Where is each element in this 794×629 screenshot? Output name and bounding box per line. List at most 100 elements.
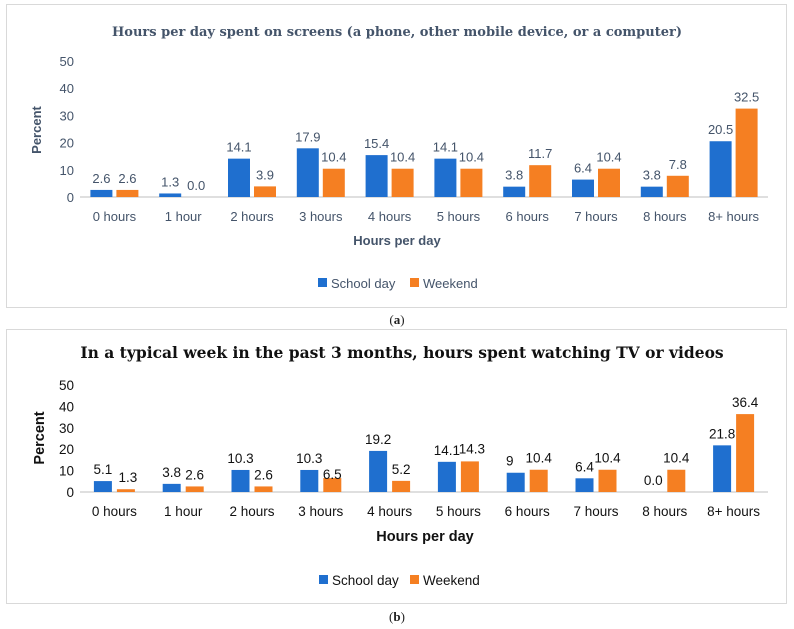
- caption-b: (b): [389, 609, 405, 624]
- chart-b-y-axis-title: Percent: [32, 411, 48, 464]
- chart-a-data-label-weekend: 10.4: [596, 150, 621, 165]
- chart-a-bar-weekend: [322, 168, 345, 197]
- chart-a-y-tick-label: 50: [60, 54, 74, 69]
- chart-b-bar-weekend: [254, 486, 273, 492]
- chart-b-x-tick-label: 4 hours: [367, 504, 412, 519]
- chart-b-data-label-weekend: 1.3: [119, 470, 138, 485]
- chart-a-data-label-weekend: 7.8: [669, 157, 687, 172]
- chart-b-y-tick-label: 10: [59, 464, 74, 479]
- chart-b-data-label-school-day: 21.8: [709, 426, 735, 441]
- chart-b-y-tick-label: 20: [59, 442, 74, 457]
- chart-b-bar-school-day: [162, 483, 181, 492]
- chart-b-data-label-weekend: 10.4: [526, 451, 553, 466]
- chart-a-bar-school-day: [640, 186, 663, 197]
- chart-a-bar-weekend: [116, 189, 139, 197]
- chart-b-bar-weekend: [116, 489, 135, 492]
- chart-b-data-label-weekend: 5.2: [392, 462, 411, 477]
- chart-a-legend-swatch-school-day: [318, 278, 327, 287]
- chart-a-x-axis-title: Hours per day: [353, 233, 441, 248]
- chart-a-data-label-school-day: 2.6: [92, 171, 110, 186]
- chart-b-y-tick-label: 50: [59, 378, 74, 393]
- chart-a-x-tick-label: 0 hours: [93, 209, 137, 224]
- chart-a-bar-school-day: [709, 141, 732, 197]
- chart-a-legend-label-school-day: School day: [331, 276, 396, 291]
- chart-a-data-label-school-day: 20.5: [708, 122, 733, 137]
- chart-a-bar-weekend: [735, 108, 758, 197]
- chart-a-data-label-weekend: 2.6: [118, 171, 136, 186]
- chart-a-bar-weekend: [666, 175, 689, 197]
- chart-b-data-label-weekend: 10.4: [594, 451, 621, 466]
- caption-b-letter: b: [393, 609, 401, 624]
- chart-b-data-label-school-day: 9: [506, 454, 514, 469]
- chart-b-bar-weekend: [529, 469, 548, 492]
- chart-b-bar-school-day: [575, 478, 594, 492]
- chart-a-bar-weekend: [460, 168, 483, 197]
- chart-b-x-tick-label: 7 hours: [573, 504, 618, 519]
- chart-a-legend: School day Weekend: [318, 276, 478, 291]
- chart-a-data-label-school-day: 3.8: [643, 168, 661, 183]
- chart-b-bar-weekend: [392, 480, 411, 492]
- chart-b-legend-label-weekend: Weekend: [423, 573, 480, 588]
- chart-b-data-label-weekend: 6.5: [323, 467, 342, 482]
- chart-b-legend-swatch-weekend: [410, 575, 419, 584]
- chart-b-bar-school-day: [713, 445, 732, 492]
- chart-b-bar-weekend: [667, 469, 686, 492]
- chart-b-bar-school-day: [437, 461, 456, 492]
- chart-b-bar-weekend: [185, 486, 204, 492]
- chart-b-data-label-weekend: 2.6: [254, 467, 273, 482]
- chart-b-x-tick-label: 8+ hours: [707, 504, 760, 519]
- chart-b-plot: 0 10 20 30 40 50 5.1 1.3 0 hours 3.8 2.6 1 hour 10.3…: [59, 378, 768, 519]
- chart-b-data-label-school-day: 10.3: [227, 451, 253, 466]
- chart-a-y-tick-label: 10: [60, 163, 74, 178]
- chart-a-y-axis-title: Percent: [29, 105, 44, 153]
- chart-a-data-label-weekend: 0.0: [187, 178, 205, 193]
- chart-a-data-label-school-day: 6.4: [574, 161, 592, 176]
- chart-a-bar-weekend: [254, 186, 276, 197]
- chart-b-data-label-weekend: 14.3: [459, 441, 485, 456]
- chart-a-x-tick-label: 7 hours: [574, 209, 618, 224]
- chart-a-data-label-school-day: 17.9: [295, 129, 320, 144]
- chart-a-legend-swatch-weekend: [410, 278, 419, 287]
- caption-a: (a): [389, 312, 405, 327]
- chart-a-x-tick-label: 4 hours: [368, 209, 412, 224]
- chart-b-x-tick-label: 1 hour: [164, 504, 203, 519]
- chart-a-bar-school-day: [434, 158, 457, 197]
- chart-b-bar-school-day: [93, 481, 112, 492]
- chart-a-y-tick-label: 20: [60, 136, 74, 151]
- chart-b-data-label-weekend: 36.4: [732, 395, 759, 410]
- chart-b-bar-weekend: [598, 469, 617, 492]
- chart-b-x-tick-label: 2 hours: [229, 504, 274, 519]
- chart-a-x-tick-label: 1 hour: [165, 209, 203, 224]
- chart-a-bar-school-day: [228, 158, 250, 197]
- chart-b-data-label-weekend: 2.6: [185, 467, 204, 482]
- chart-a-x-tick-label: 6 hours: [506, 209, 550, 224]
- chart-a-title: Hours per day spent on screens (a phone,…: [112, 25, 682, 40]
- chart-b-data-label-school-day: 19.2: [365, 432, 391, 447]
- chart-a-bar-weekend: [391, 168, 414, 197]
- chart-a-x-tick-label: 8 hours: [643, 209, 687, 224]
- chart-b-title: In a typical week in the past 3 months, …: [80, 343, 724, 362]
- chart-b-data-label-school-day: 0.0: [644, 473, 663, 488]
- chart-a-bar-school-day: [503, 186, 526, 197]
- chart-b-x-tick-label: 8 hours: [642, 504, 687, 519]
- chart-b-y-tick-label: 40: [59, 399, 74, 414]
- chart-a-legend-label-weekend: Weekend: [423, 276, 478, 291]
- chart-a-data-label-school-day: 14.1: [433, 140, 458, 155]
- chart-b-data-label-school-day: 3.8: [162, 465, 181, 480]
- chart-b-bar-school-day: [300, 469, 319, 492]
- chart-panel-a: [6, 4, 787, 308]
- chart-b-bar-weekend: [323, 478, 342, 492]
- chart-b-bar-weekend: [736, 414, 755, 492]
- chart-a-data-label-school-day: 1.3: [161, 174, 179, 189]
- chart-b-legend-label-school-day: School day: [332, 573, 399, 588]
- chart-a-data-label-school-day: 15.4: [364, 136, 389, 151]
- chart-a-bar-weekend: [598, 168, 620, 197]
- chart-b-y-tick-label: 0: [66, 485, 74, 500]
- chart-b-data-label-school-day: 6.4: [575, 459, 594, 474]
- chart-b-x-tick-label: 6 hours: [505, 504, 550, 519]
- chart-a-y-tick-label: 40: [60, 81, 74, 96]
- chart-a-x-tick-label: 8+ hours: [708, 209, 759, 224]
- chart-a-x-tick-label: 3 hours: [299, 209, 343, 224]
- chart-b-x-tick-label: 0 hours: [92, 504, 137, 519]
